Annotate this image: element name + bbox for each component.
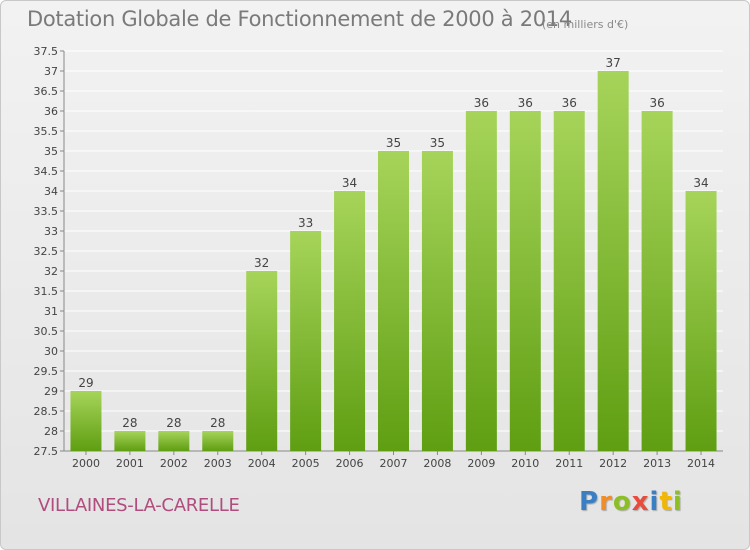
y-tick-label: 29 (44, 385, 58, 398)
data-label: 35 (430, 136, 445, 150)
data-label: 29 (78, 376, 93, 390)
data-label: 32 (254, 256, 269, 270)
data-label: 34 (342, 176, 357, 190)
bar (70, 391, 102, 451)
logo-letter: i (649, 487, 660, 517)
town-name: VILLAINES-LA-CARELLE (38, 495, 240, 516)
bars (70, 71, 717, 451)
data-label: 33 (298, 216, 313, 230)
data-label: 36 (474, 96, 489, 110)
x-tick-label: 2014 (687, 457, 715, 470)
y-tick-label: 32.5 (34, 245, 59, 258)
y-tick-label: 31 (44, 305, 58, 318)
bar (597, 71, 629, 451)
y-tick-label: 27.5 (34, 445, 59, 458)
data-label: 34 (693, 176, 708, 190)
data-label: 36 (518, 96, 533, 110)
bar (465, 111, 497, 451)
bar (202, 431, 234, 451)
logo-letter: t (659, 487, 673, 517)
chart-title: Dotation Globale de Fonctionnement de 20… (27, 7, 572, 31)
x-tick-label: 2000 (72, 457, 100, 470)
x-tick-label: 2012 (599, 457, 627, 470)
logo-letter: x (631, 487, 650, 517)
x-tick-label: 2009 (467, 457, 495, 470)
x-tick-label: 2013 (643, 457, 671, 470)
y-tick-label: 33.5 (34, 205, 59, 218)
logo-letter: o (612, 487, 632, 517)
bar (641, 111, 673, 451)
bar (685, 191, 717, 451)
bar (158, 431, 190, 451)
x-tick-label: 2002 (160, 457, 188, 470)
logo-letter: P (579, 487, 600, 517)
x-tick-label: 2007 (380, 457, 408, 470)
x-tick-label: 2005 (292, 457, 320, 470)
y-tick-label: 36.5 (34, 85, 59, 98)
bar (114, 431, 146, 451)
x-tick-label: 2011 (555, 457, 583, 470)
x-tick-label: 2010 (511, 457, 539, 470)
data-label: 36 (562, 96, 577, 110)
y-tick-label: 34 (44, 185, 58, 198)
y-tick-label: 34.5 (34, 165, 59, 178)
x-tick-label: 2003 (204, 457, 232, 470)
y-tick-label: 29.5 (34, 365, 59, 378)
bar (290, 231, 322, 451)
data-label: 28 (210, 416, 225, 430)
y-tick-label: 30 (44, 345, 58, 358)
logo-letter: r (599, 487, 613, 517)
bar (553, 111, 585, 451)
y-tick-label: 37.5 (34, 45, 59, 58)
y-tick-label: 30.5 (34, 325, 59, 338)
bar (509, 111, 541, 451)
data-labels: 29 28 28 28 32 33 34 35 35 36 36 36 37 36 34 (78, 56, 708, 430)
y-tick-label: 37 (44, 65, 58, 78)
x-tick-label: 2001 (116, 457, 144, 470)
data-label: 35 (386, 136, 401, 150)
bar (246, 271, 278, 451)
x-tick-label: 2006 (336, 457, 364, 470)
y-tick-label: 33 (44, 225, 58, 238)
y-tick-label: 35 (44, 145, 58, 158)
logo-letter: i (672, 487, 683, 517)
chart-unit-note: (en milliers d'€) (542, 18, 629, 31)
x-tick-label: 2004 (248, 457, 276, 470)
bar (378, 151, 409, 451)
y-tick-label: 28.5 (34, 405, 59, 418)
data-label: 28 (122, 416, 137, 430)
y-tick-label: 28 (44, 425, 58, 438)
proxiti-logo[interactable]: Proxiti (579, 487, 683, 517)
y-tick-label: 32 (44, 265, 58, 278)
x-tick-label: 2008 (423, 457, 451, 470)
bar (421, 151, 453, 451)
data-label: 36 (649, 96, 664, 110)
data-label: 28 (166, 416, 181, 430)
bar (334, 191, 366, 451)
y-tick-label: 31.5 (34, 285, 59, 298)
data-label: 37 (606, 56, 621, 70)
y-tick-label: 35.5 (34, 125, 59, 138)
y-tick-label: 36 (44, 105, 58, 118)
